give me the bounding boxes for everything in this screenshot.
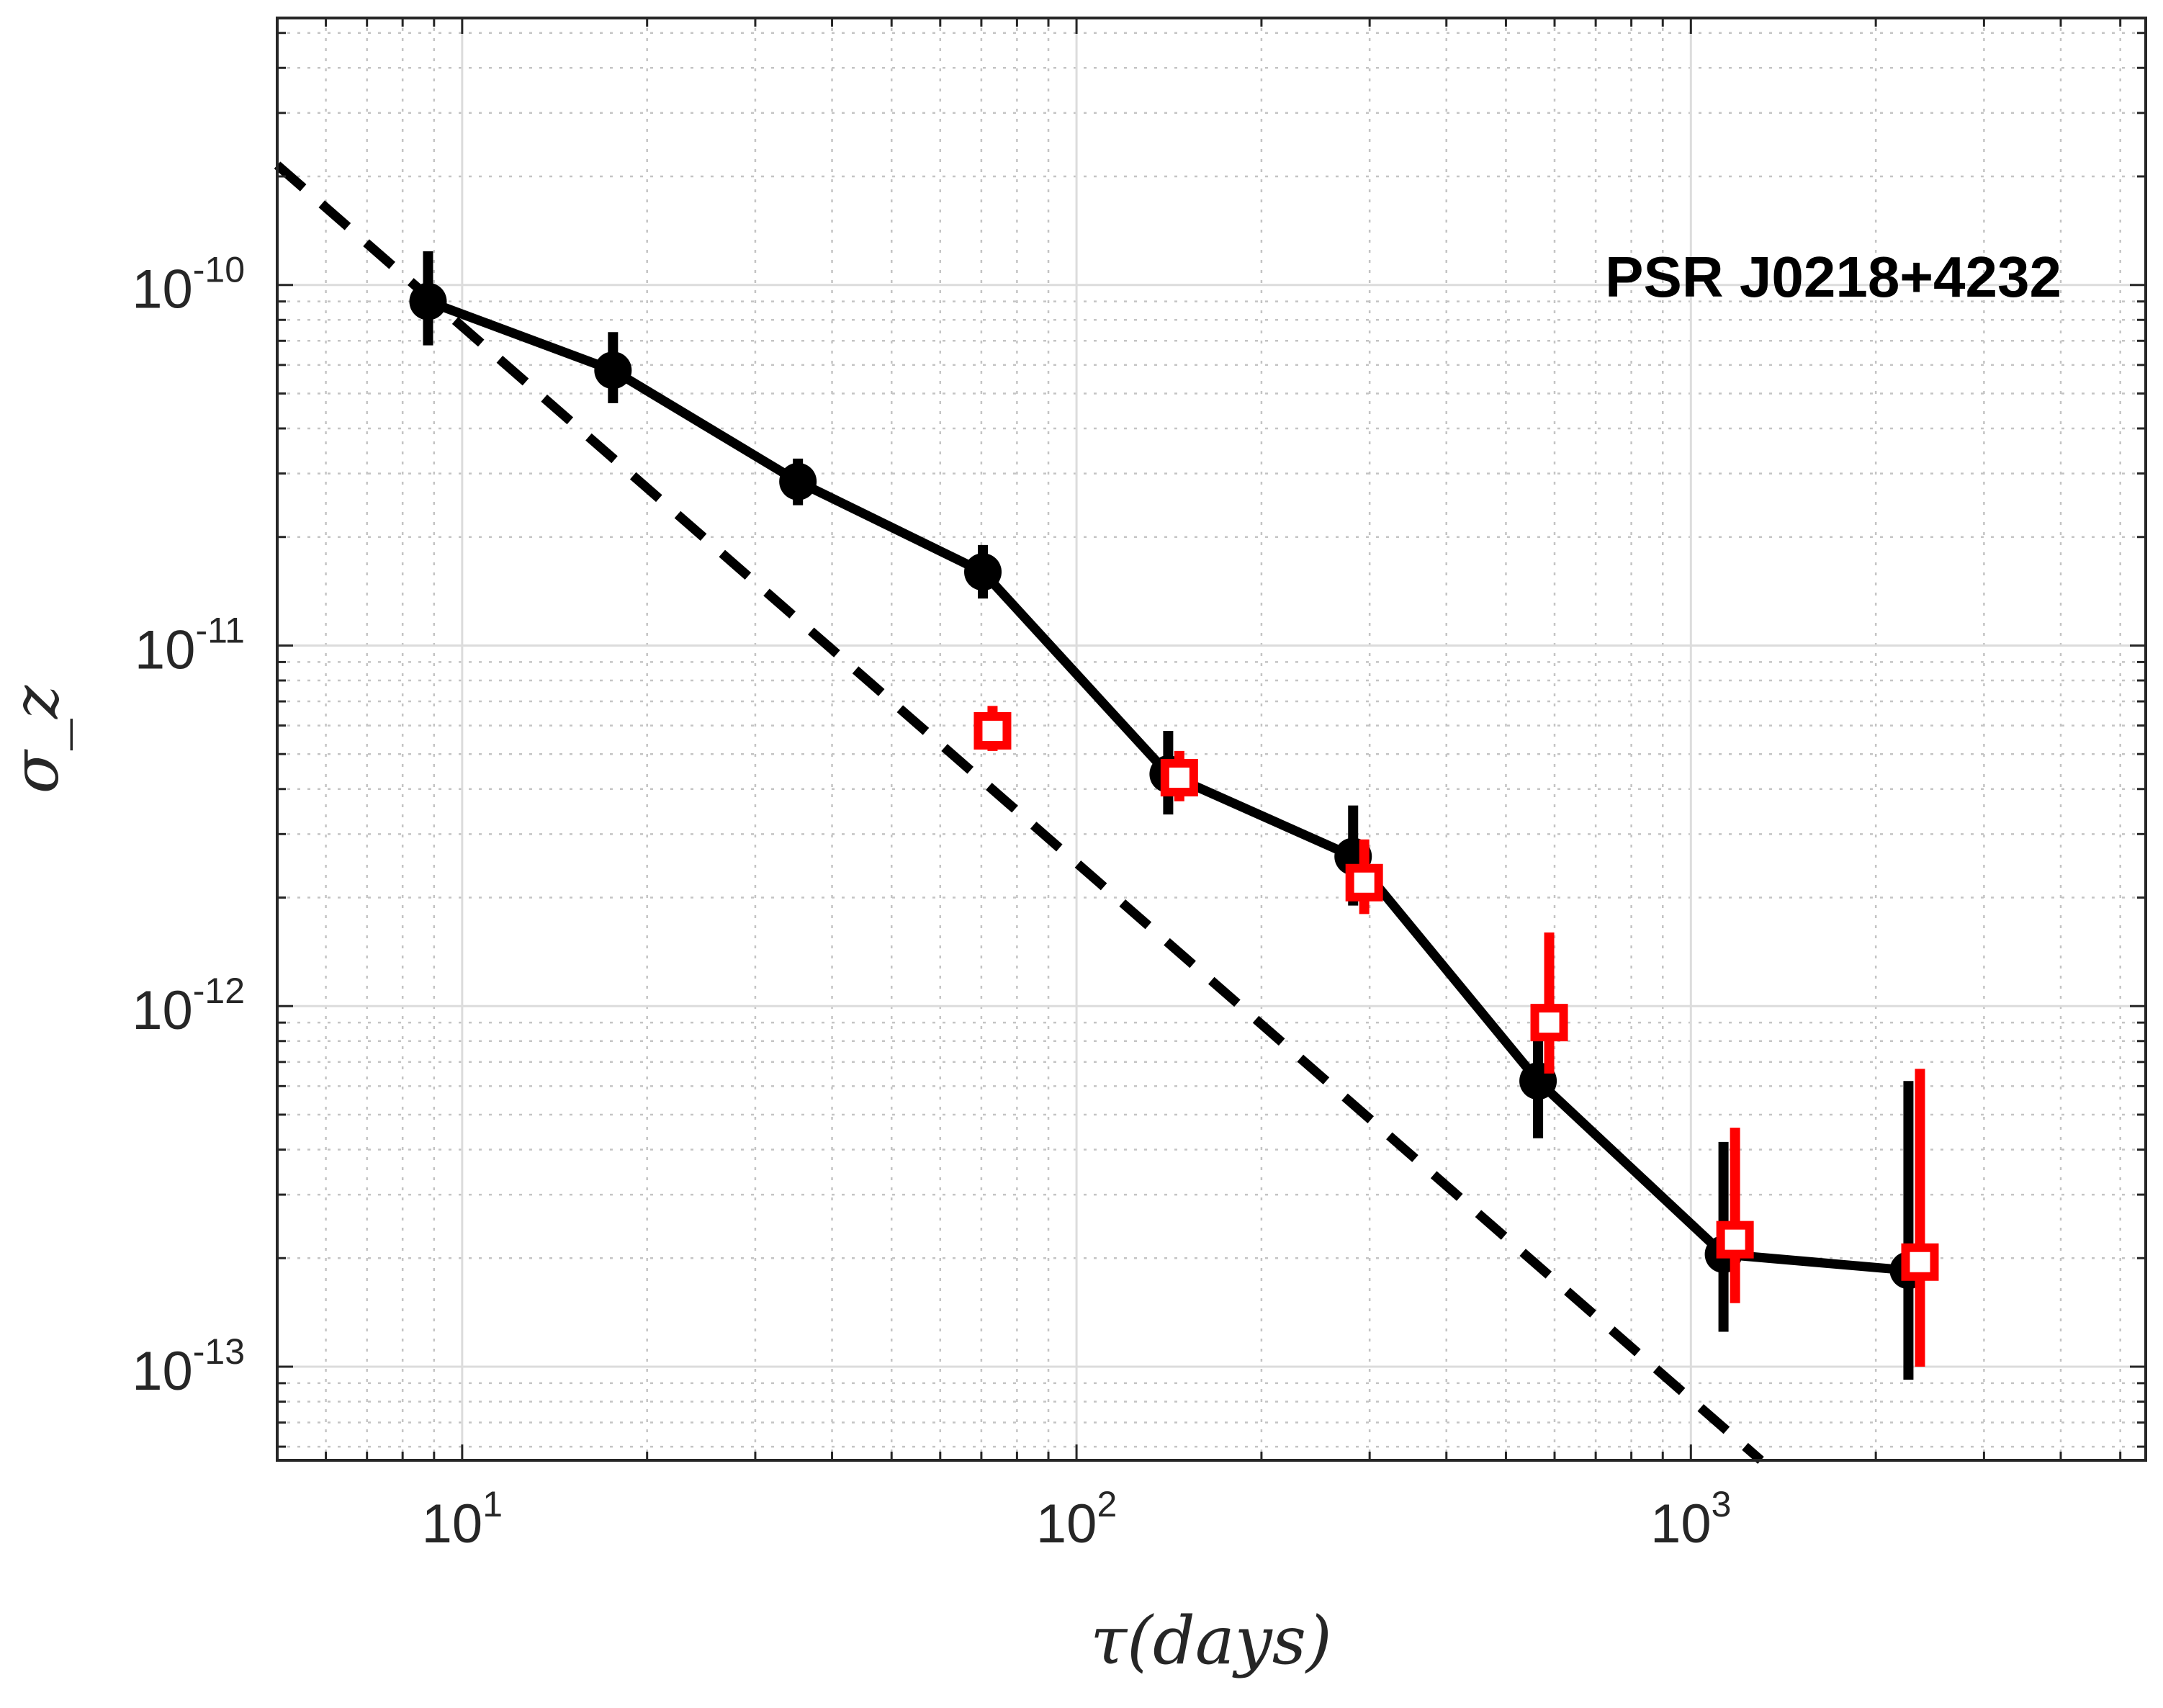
x-tick-exponent: 3 <box>1712 1484 1732 1524</box>
series-layer <box>409 251 1939 1380</box>
major-grid <box>277 18 2146 1460</box>
red-square-marker <box>1160 759 1198 797</box>
reference-line-layer <box>274 161 1764 1464</box>
red-square-marker <box>1716 1221 1754 1259</box>
x-tick-exponent: 2 <box>1097 1484 1117 1524</box>
x-tick-label: 102 <box>1036 1484 1117 1555</box>
y-tick-label: 10-12 <box>132 971 245 1041</box>
y-tick-label: 10-11 <box>135 610 245 680</box>
y-tick-base: 10 <box>135 619 196 680</box>
black-circle-marker <box>779 462 817 500</box>
x-tick-base: 10 <box>1036 1493 1097 1555</box>
y-tick-label: 10-10 <box>132 250 245 320</box>
y-tick-exponent: -10 <box>193 250 245 290</box>
y-tick-label: 10-13 <box>132 1331 245 1402</box>
y-tick-exponent: -11 <box>195 610 245 650</box>
x-axis-label: τ(days) <box>1090 1602 1332 1679</box>
red-square-marker <box>1530 1004 1568 1042</box>
x-tick-exponent: 1 <box>482 1484 503 1524</box>
x-tick-label: 103 <box>1650 1484 1731 1555</box>
annotation-label: PSR J0218+4232 <box>1605 245 2061 309</box>
black-circle-marker <box>409 282 447 320</box>
y-tick-base: 10 <box>132 980 193 1041</box>
plot-frame <box>276 17 2147 1462</box>
y-tick-exponent: -12 <box>193 971 245 1011</box>
x-tick-base: 10 <box>1650 1493 1712 1555</box>
y-tick-exponent: -13 <box>193 1331 245 1372</box>
red-square-marker <box>973 711 1012 750</box>
x-tick-label: 101 <box>422 1484 503 1555</box>
y-tick-base: 10 <box>132 259 193 320</box>
y-tick-base: 10 <box>132 1341 193 1402</box>
black-circle-marker <box>594 351 632 390</box>
black-circle-marker <box>964 553 1002 591</box>
ticks-layer <box>276 18 2146 1460</box>
red-square-marker <box>1345 863 1383 902</box>
x-tick-base: 10 <box>422 1493 483 1555</box>
red-square-marker <box>1901 1243 1939 1281</box>
reference-dashed-line <box>274 161 1764 1464</box>
y-axis-label: σ_z <box>0 685 73 794</box>
